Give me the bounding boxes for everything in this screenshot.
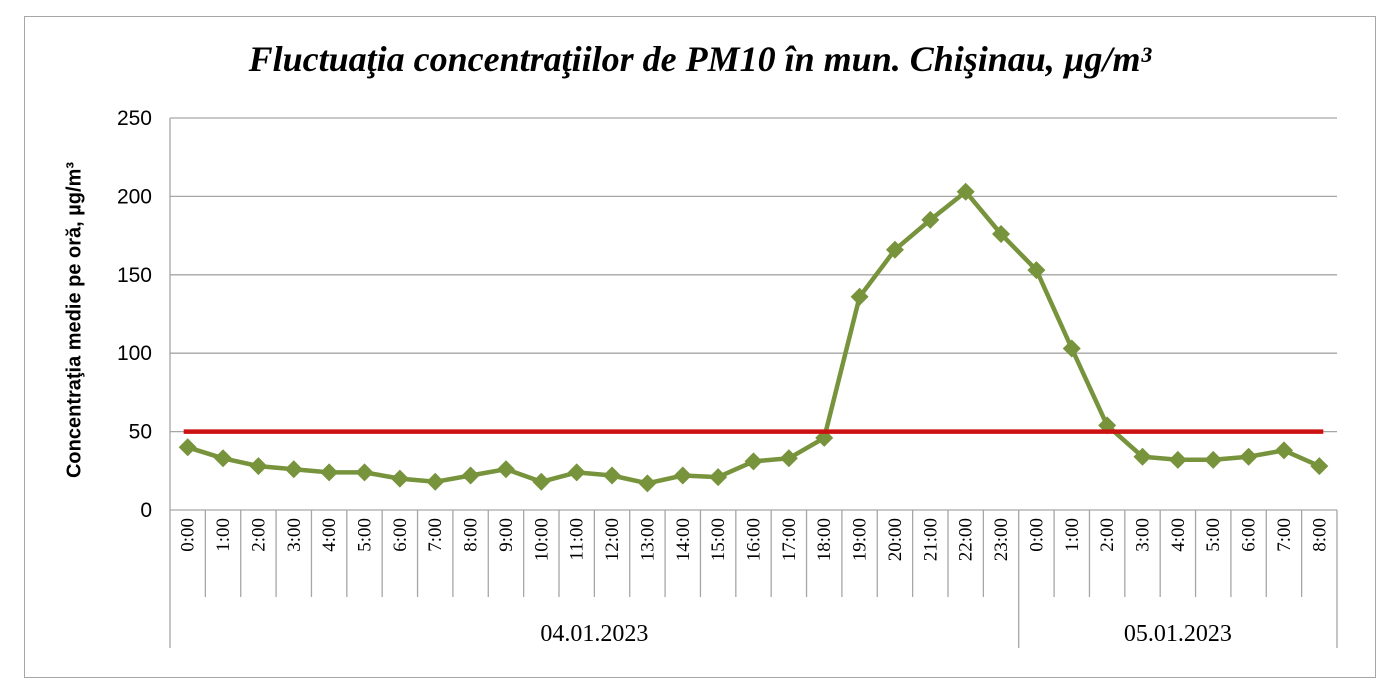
x-tick-label: 14:00: [673, 518, 694, 561]
y-tick-label: 250: [117, 107, 152, 130]
data-point: [921, 210, 940, 229]
data-point: [1027, 261, 1046, 280]
group-label: 04.01.2023: [540, 621, 648, 647]
data-point: [1239, 447, 1258, 466]
x-tick-label: 19:00: [850, 518, 871, 561]
x-tick-label: 7:00: [425, 518, 446, 552]
data-point: [956, 182, 975, 201]
data-point: [214, 449, 233, 468]
group-label: 05.01.2023: [1124, 621, 1232, 647]
x-tick-label: 21:00: [920, 518, 941, 561]
data-point: [461, 466, 480, 485]
data-point: [709, 468, 728, 487]
data-point: [1133, 447, 1152, 466]
x-tick-label: 6:00: [390, 518, 411, 552]
x-tick-label: 22:00: [956, 518, 977, 561]
data-point: [603, 466, 622, 485]
x-tick-label: 8:00: [461, 518, 482, 552]
x-tick-label: 1:00: [1062, 518, 1083, 552]
series-line: [187, 189, 1321, 486]
x-tick-label: 0:00: [1026, 518, 1047, 552]
x-tick-label: 7:00: [1274, 518, 1295, 552]
data-point: [1062, 339, 1081, 358]
x-tick-label: 6:00: [1239, 518, 1260, 552]
data-point: [1204, 450, 1223, 469]
data-point: [638, 474, 657, 493]
y-tick-label: 200: [117, 185, 152, 208]
x-tick-label: 0:00: [178, 518, 199, 552]
x-tick-label: 11:00: [567, 518, 588, 561]
x-tick-label: 17:00: [779, 518, 800, 561]
data-point: [426, 472, 445, 491]
x-tick-label: 12:00: [602, 518, 623, 561]
x-tick-label: 10:00: [531, 518, 552, 561]
data-point: [567, 463, 586, 482]
x-tick-label: 13:00: [637, 518, 658, 561]
x-tick-label: 15:00: [708, 518, 729, 561]
x-tick-label: 9:00: [496, 518, 517, 552]
x-tick-label: 1:00: [213, 518, 234, 552]
data-point: [249, 457, 268, 476]
data-point: [355, 463, 374, 482]
x-tick-label: 5:00: [355, 518, 376, 552]
x-tick-label: 4:00: [1168, 518, 1189, 552]
data-point: [496, 460, 515, 479]
data-point: [992, 225, 1011, 244]
y-tick-label: 100: [117, 342, 152, 365]
data-point: [779, 449, 798, 468]
x-tick-label: 8:00: [1309, 518, 1330, 552]
x-tick-label: 23:00: [991, 518, 1012, 561]
data-point: [885, 240, 904, 259]
data-point: [1168, 450, 1187, 469]
data-point: [850, 287, 869, 306]
data-point: [1274, 441, 1293, 460]
data-point: [673, 466, 692, 485]
data-point: [390, 469, 409, 488]
x-tick-label: 2:00: [1097, 518, 1118, 552]
data-point: [284, 460, 303, 479]
data-point: [1310, 457, 1329, 476]
x-tick-label: 3:00: [1133, 518, 1154, 552]
y-tick-label: 150: [117, 264, 152, 287]
x-tick-label: 4:00: [319, 518, 340, 552]
x-tick-label: 20:00: [885, 518, 906, 561]
data-point: [178, 438, 197, 457]
x-tick-label: 2:00: [248, 518, 269, 552]
y-tick-label: 0: [140, 499, 152, 522]
x-tick-label: 16:00: [744, 518, 765, 561]
x-tick-label: 3:00: [284, 518, 305, 552]
data-point: [532, 472, 551, 491]
chart-title: Fluctuaţia concentraţiilor de PM10 în mu…: [248, 39, 1152, 79]
data-point: [320, 463, 339, 482]
x-tick-label: 5:00: [1203, 518, 1224, 552]
x-tick-label: 18:00: [814, 518, 835, 561]
data-point: [744, 452, 763, 471]
y-tick-label: 50: [129, 421, 152, 444]
